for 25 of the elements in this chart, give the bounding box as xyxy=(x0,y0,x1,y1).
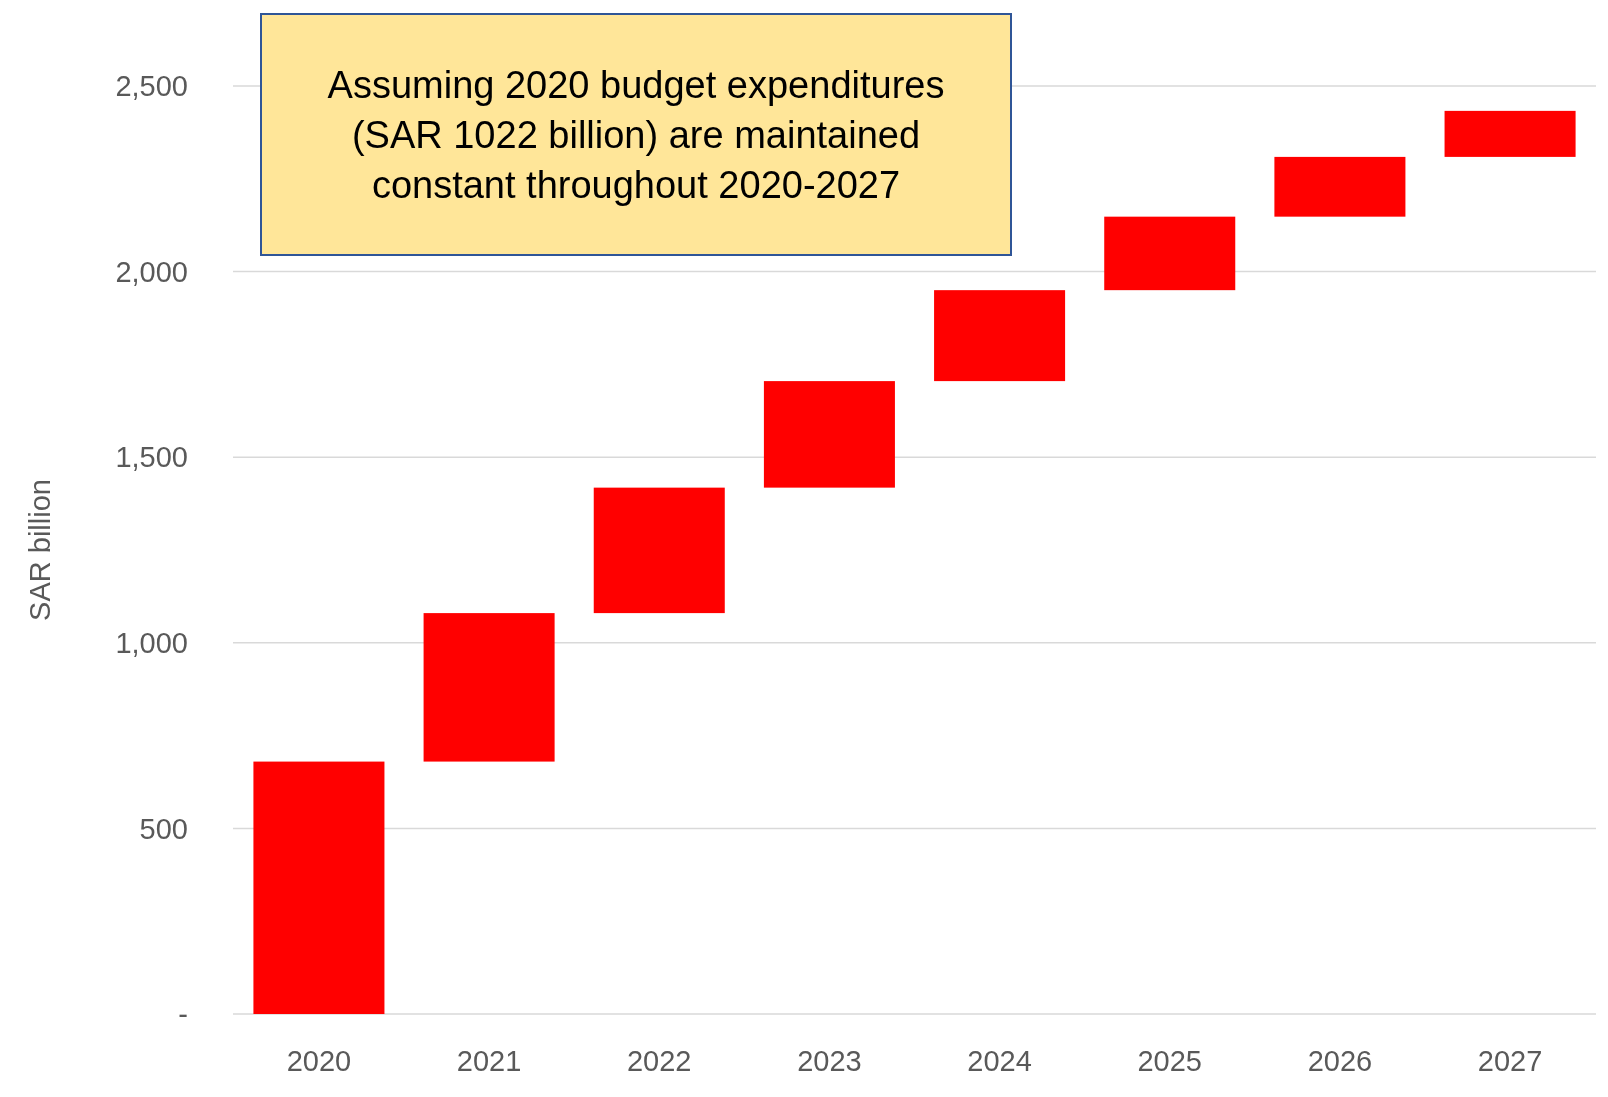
y-axis-title: SAR billion xyxy=(24,479,56,621)
x-tick-label: 2020 xyxy=(286,1045,352,1077)
x-tick-label: 2026 xyxy=(1307,1045,1373,1077)
note-box: Assuming 2020 budget expenditures (SAR 1022 billion) are maintained constant throughout 2020-2027 xyxy=(260,13,1012,256)
y-tick-label: 500 xyxy=(139,812,188,845)
y-tick-label: - xyxy=(178,998,188,1031)
x-tick-label: 2023 xyxy=(797,1045,862,1077)
y-tick-label: 1,500 xyxy=(115,441,188,474)
bar xyxy=(593,487,725,614)
y-tick-label: 2,000 xyxy=(115,255,188,288)
bar xyxy=(1274,156,1406,217)
x-tick-label: 2025 xyxy=(1137,1045,1202,1077)
bar xyxy=(423,613,555,762)
x-tick-label: 2021 xyxy=(456,1045,522,1077)
bar xyxy=(253,761,385,1014)
bar xyxy=(763,381,895,488)
y-tick-label: 1,000 xyxy=(115,626,188,659)
x-tick-label: 2024 xyxy=(967,1045,1032,1077)
y-tick-label: 2,500 xyxy=(115,70,188,103)
annotation: Assuming 2020 budget expenditures (SAR 1022 billion) are maintained constant throughout 2020-2027 xyxy=(327,63,945,206)
bar xyxy=(934,290,1066,382)
x-tick-label: 2022 xyxy=(627,1045,692,1077)
x-tick-label: 2027 xyxy=(1477,1045,1543,1077)
bar xyxy=(1444,110,1576,157)
bar xyxy=(1104,216,1236,291)
